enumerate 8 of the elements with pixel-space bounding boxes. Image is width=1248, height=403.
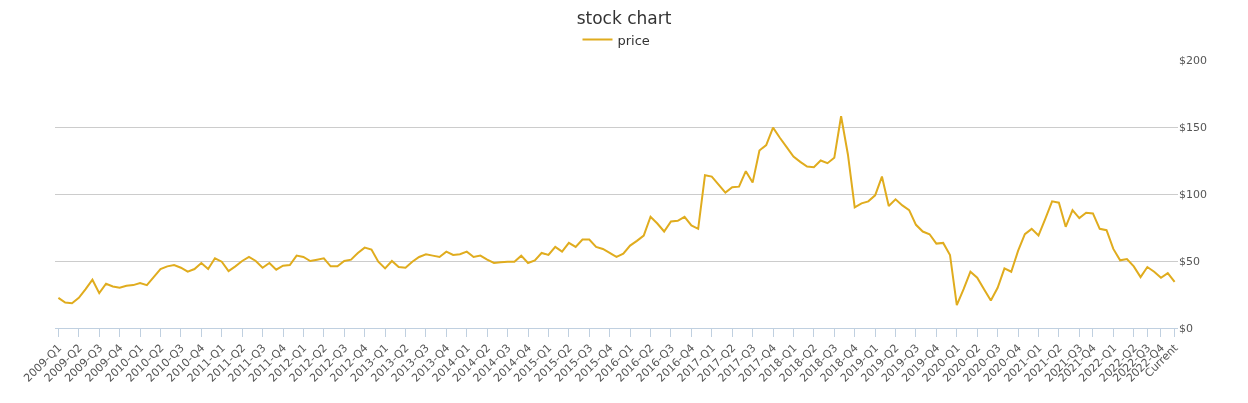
y-tick-label: $150 — [1179, 120, 1207, 134]
y-tick-label: $50 — [1179, 254, 1200, 268]
y-tick-label: $200 — [1179, 53, 1207, 67]
chart-title: stock chart — [576, 7, 672, 28]
y-tick-label: $0 — [1179, 321, 1193, 335]
legend-label: price — [617, 32, 650, 48]
line-series — [57, 115, 1176, 307]
y-tick-label: $100 — [1179, 187, 1207, 201]
